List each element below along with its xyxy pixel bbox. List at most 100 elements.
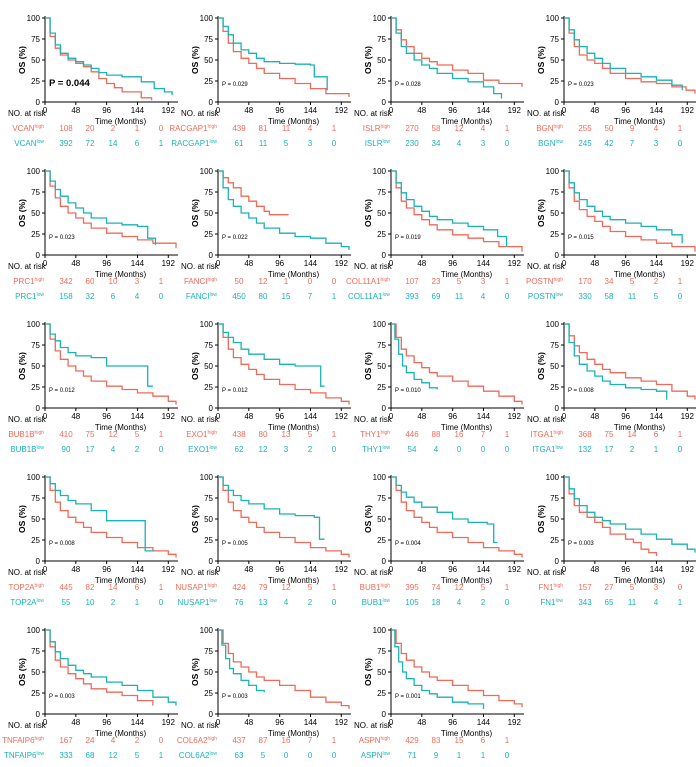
risk-row-high-label: BUB1Bhigh	[8, 430, 44, 439]
risk-count-low: 18	[432, 598, 441, 607]
risk-row-low-label: COL6A2low	[179, 751, 218, 760]
group-superscript: low	[209, 598, 217, 604]
risk-count-high: 75	[605, 430, 614, 439]
risk-count-low: 330	[578, 292, 592, 301]
risk-count-high: 58	[432, 124, 441, 133]
x-tick-label: 48	[590, 259, 599, 268]
risk-count-high: 368	[578, 430, 592, 439]
km-panel-vcan: 0 25 50 75 100 0 48 96 144 192 OS (%) Time (Months)…	[8, 14, 178, 148]
km-panel-itga1: 0 25 50 75 100 0 48 96 144 192 OS (%) Time (Months)…	[527, 320, 696, 454]
risk-count-low: 5	[135, 751, 140, 760]
km-curve-high	[218, 629, 350, 709]
x-tick-label: 96	[621, 106, 630, 115]
km-curve-high	[391, 629, 523, 708]
x-tick-label: 192	[681, 106, 695, 115]
risk-row-low-label: BUB1Blow	[10, 445, 44, 454]
risk-count-low: 62	[235, 445, 244, 454]
risk-count-low: 3	[654, 139, 659, 148]
risk-table-header: NO. at risk	[527, 109, 566, 118]
km-curve-high	[564, 170, 696, 252]
risk-count-high: 1	[678, 430, 683, 439]
x-tick-label: 0	[43, 412, 48, 421]
risk-table-header: NO. at risk	[8, 415, 47, 424]
risk-count-high: 410	[59, 430, 73, 439]
x-tick-label: 48	[244, 565, 253, 574]
y-tick-label: 100	[200, 473, 214, 482]
p-value-label: P = 0.012	[49, 388, 75, 394]
y-tick-label: 75	[31, 35, 40, 44]
group-superscript: high	[554, 124, 564, 130]
x-tick-label: 192	[508, 106, 522, 115]
risk-table-header: NO. at risk	[527, 568, 566, 577]
y-tick-label: 75	[550, 494, 559, 503]
x-tick-label: 48	[590, 412, 599, 421]
risk-count-low: 0	[332, 598, 337, 607]
x-tick-label: 144	[477, 412, 491, 421]
y-tick-label: 75	[204, 494, 213, 503]
y-tick-label: 0	[36, 404, 41, 413]
risk-count-high: 437	[232, 736, 246, 745]
y-tick-label: 75	[550, 35, 559, 44]
risk-table-header: NO. at risk	[181, 109, 220, 118]
risk-count-low: 1	[678, 598, 683, 607]
x-tick-label: 192	[335, 412, 349, 421]
risk-count-high: 15	[455, 736, 464, 745]
y-tick-label: 50	[31, 362, 40, 371]
risk-count-high: 11	[282, 124, 291, 133]
risk-count-high: 170	[578, 277, 592, 286]
y-tick-label: 50	[377, 56, 386, 65]
km-curve-high	[391, 17, 523, 87]
risk-count-low: 0	[159, 598, 164, 607]
x-axis-label: Time (Months)	[441, 117, 493, 126]
risk-count-high: 3	[654, 583, 659, 592]
risk-count-high: 5	[481, 583, 486, 592]
x-tick-label: 192	[508, 259, 522, 268]
gene-name: ISLR	[363, 124, 381, 133]
gene-name: ASPN	[361, 751, 383, 760]
x-tick-label: 48	[71, 565, 80, 574]
y-axis-label: OS (%)	[17, 658, 27, 686]
x-tick-label: 144	[650, 565, 664, 574]
y-tick-label: 25	[204, 77, 213, 86]
y-tick-label: 75	[377, 341, 386, 350]
y-tick-label: 75	[31, 341, 40, 350]
risk-count-high: 4	[111, 736, 116, 745]
y-tick-label: 0	[382, 710, 387, 719]
y-tick-label: 100	[373, 473, 387, 482]
gene-name: ITGA1	[530, 430, 554, 439]
group-superscript: low	[555, 598, 563, 604]
risk-count-low: 0	[332, 751, 337, 760]
risk-row-high-label: VCANhigh	[12, 124, 44, 133]
risk-count-high: 5	[135, 430, 140, 439]
x-axis-label: Time (Months)	[441, 423, 493, 432]
group-superscript: high	[35, 430, 45, 436]
risk-row-low-label: PRC1low	[15, 292, 44, 301]
group-superscript: high	[35, 277, 45, 283]
risk-count-low: 3	[308, 139, 313, 148]
gene-name: TNFAIP6	[4, 751, 37, 760]
x-tick-label: 48	[244, 106, 253, 115]
y-tick-label: 75	[550, 341, 559, 350]
y-tick-label: 50	[550, 362, 559, 371]
x-tick-label: 0	[389, 412, 394, 421]
risk-row-high-label: POSTNhigh	[526, 277, 563, 286]
gene-name: RACGAP1	[171, 139, 210, 148]
x-tick-label: 0	[43, 718, 48, 727]
group-superscript: low	[555, 139, 563, 145]
risk-count-low: 393	[405, 292, 419, 301]
km-curve-high	[45, 629, 154, 706]
y-tick-label: 50	[377, 362, 386, 371]
x-axis-label: Time (Months)	[95, 423, 147, 432]
x-tick-label: 96	[275, 259, 284, 268]
x-tick-label: 48	[590, 565, 599, 574]
group-superscript: low	[382, 292, 390, 298]
risk-row-high-label: TNFAIP6high	[2, 736, 44, 745]
risk-count-high: 0	[678, 583, 683, 592]
risk-count-low: 4	[457, 598, 462, 607]
risk-count-low: 2	[630, 445, 635, 454]
p-value-label: P = 0.028	[395, 82, 421, 88]
